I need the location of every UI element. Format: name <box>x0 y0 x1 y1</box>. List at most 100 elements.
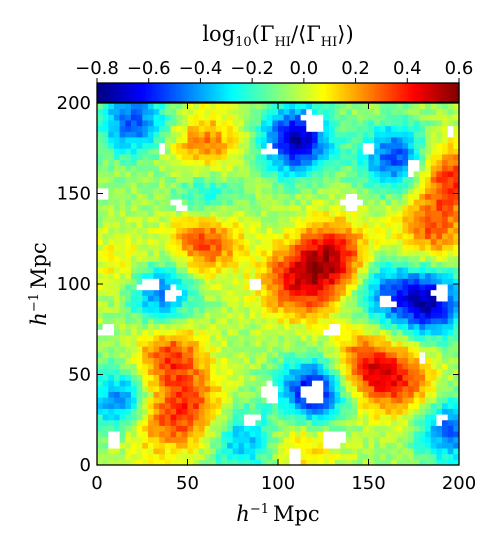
heatmap-cell <box>249 306 256 313</box>
heatmap-cell <box>289 391 296 398</box>
heatmap-cell <box>396 108 403 115</box>
heatmap-cell <box>430 199 437 206</box>
heatmap-cell <box>379 419 386 426</box>
heatmap-cell <box>261 272 268 279</box>
heatmap-cell <box>351 204 358 211</box>
heatmap-cell <box>430 182 437 189</box>
heatmap-cell <box>125 233 132 240</box>
heatmap-cell <box>368 368 375 375</box>
heatmap-cell <box>419 317 426 325</box>
heatmap-cell <box>385 244 392 251</box>
heatmap-cell <box>351 142 358 149</box>
heatmap-cell <box>306 312 313 319</box>
heatmap-cell <box>357 204 364 211</box>
heatmap-cell <box>430 408 437 415</box>
heatmap-cell <box>181 295 188 302</box>
heatmap-cell <box>97 210 104 217</box>
heatmap-cell <box>130 346 138 353</box>
heatmap-cell <box>244 255 251 262</box>
heatmap-cell <box>323 278 330 285</box>
heatmap-cell <box>425 312 432 319</box>
heatmap-cell <box>442 142 449 149</box>
heatmap-cell <box>164 419 172 426</box>
heatmap-cell <box>221 103 228 110</box>
heatmap-cell <box>413 204 420 211</box>
heatmap-cell <box>317 363 324 370</box>
heatmap-cell <box>261 391 268 398</box>
heatmap-cell <box>362 419 369 426</box>
heatmap-cell <box>142 312 149 319</box>
heatmap-cell <box>345 380 353 387</box>
heatmap-cell <box>249 142 256 149</box>
heatmap-cell <box>425 368 432 375</box>
heatmap-cell <box>272 459 279 466</box>
heatmap-cell <box>430 114 437 121</box>
heatmap-cell <box>413 199 420 206</box>
heatmap-cell <box>170 131 177 138</box>
colorbar-segment <box>106 83 110 102</box>
heatmap-cell <box>391 136 398 144</box>
heatmap-cell <box>210 216 217 223</box>
heatmap-cell <box>215 368 222 375</box>
heatmap-cell <box>425 448 432 455</box>
heatmap-cell <box>159 114 166 121</box>
heatmap-cell <box>97 442 104 449</box>
heatmap-cell <box>402 142 409 149</box>
heatmap-cell <box>413 267 420 274</box>
heatmap-cell <box>340 210 347 217</box>
colorbar-segment <box>205 83 210 102</box>
heatmap-cell <box>113 114 121 121</box>
heatmap-cell <box>238 346 245 353</box>
heatmap-cell <box>147 278 155 285</box>
heatmap-cell <box>119 295 126 302</box>
heatmap-cell <box>193 374 200 381</box>
heatmap-cell <box>255 402 262 409</box>
heatmap-cell <box>159 317 166 325</box>
heatmap-cell <box>187 119 194 127</box>
heatmap-cell <box>340 368 347 375</box>
heatmap-cell <box>232 193 239 200</box>
colorbar-segment <box>377 83 382 102</box>
heatmap-cell <box>272 334 279 342</box>
heatmap-cell <box>176 329 183 336</box>
heatmap-cell <box>317 250 324 257</box>
heatmap-cell <box>278 380 285 387</box>
heatmap-cell <box>153 204 160 211</box>
heatmap-cell <box>278 204 285 211</box>
heatmap-cell <box>261 114 268 121</box>
heatmap-cell <box>323 419 330 426</box>
heatmap-cell <box>210 431 217 438</box>
heatmap-cell <box>170 244 177 251</box>
heatmap-cell <box>328 159 336 166</box>
heatmap-cell <box>159 436 166 443</box>
heatmap-cell <box>125 317 132 325</box>
heatmap-cell <box>221 300 228 308</box>
heatmap-cell <box>294 363 302 370</box>
heatmap-cell <box>221 210 228 217</box>
heatmap-cell <box>181 380 188 387</box>
heatmap-cell <box>187 306 194 313</box>
heatmap-cell <box>419 408 426 415</box>
heatmap-cell <box>317 170 324 178</box>
heatmap-cell <box>362 204 369 211</box>
heatmap-cell <box>283 187 290 194</box>
heatmap-cell <box>238 103 245 110</box>
heatmap-cell <box>238 300 245 308</box>
colorbar-segment <box>356 83 361 102</box>
heatmap-cell <box>187 278 194 285</box>
heatmap-cell <box>232 363 239 370</box>
heatmap-cell <box>436 119 443 127</box>
heatmap-cell <box>113 267 121 274</box>
heatmap-cell <box>357 442 364 449</box>
heatmap-cell <box>130 385 138 392</box>
heatmap-cell <box>136 199 143 206</box>
heatmap-cell <box>317 261 324 268</box>
heatmap-cell <box>249 170 256 178</box>
heatmap-cell <box>408 119 415 127</box>
heatmap-cell <box>97 170 104 178</box>
heatmap-cell <box>244 244 251 251</box>
colorbar-segment <box>308 83 312 102</box>
heatmap-cell <box>255 187 262 194</box>
heatmap-cell <box>119 459 126 466</box>
heatmap-cell <box>430 414 437 421</box>
